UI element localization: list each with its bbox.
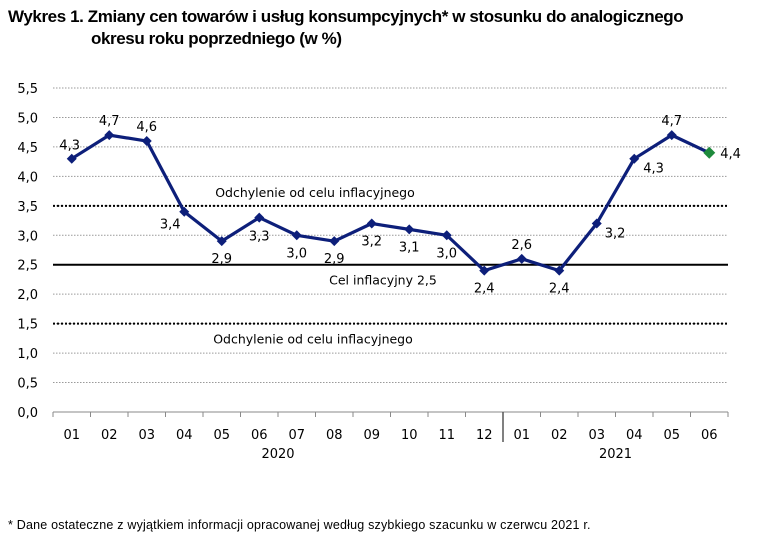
y-tick-label: 4,5 xyxy=(17,141,38,156)
y-tick-label: 3,0 xyxy=(17,229,38,244)
data-point xyxy=(216,236,227,247)
data-point xyxy=(404,224,415,235)
data-label: 2,9 xyxy=(324,252,345,267)
data-label: 3,3 xyxy=(249,230,270,245)
data-label: 2,4 xyxy=(474,282,495,297)
x-tick-label: 04 xyxy=(176,428,193,443)
y-axis: 0,0 0,5 1,0 1,5 2,0 2,5 3,0 3,5 4,0 4,5 5,0 5,5 xyxy=(17,82,38,421)
data-label: 4,6 xyxy=(136,120,157,135)
x-tick-label: 03 xyxy=(588,428,605,443)
x-tick-label: 06 xyxy=(701,428,718,443)
data-point xyxy=(366,218,377,229)
chart-title-line1: Wykres 1. Zmiany cen towarów i usług kon… xyxy=(8,7,684,26)
reference-lines: Cel inflacyjny 2,5 Odchylenie od celu inf… xyxy=(53,185,728,347)
x-tick-label: 08 xyxy=(326,428,343,443)
x-tick-label: 01 xyxy=(513,428,530,443)
data-point xyxy=(554,265,565,276)
x-tick-label: 01 xyxy=(63,428,80,443)
data-point xyxy=(479,265,490,276)
data-point xyxy=(104,130,115,141)
x-tick-label: 06 xyxy=(251,428,268,443)
data-label: 2,4 xyxy=(549,282,570,297)
year-label: 2021 xyxy=(599,447,632,462)
data-point-flash-estimate xyxy=(703,146,716,159)
data-point xyxy=(629,153,640,164)
data-label: 4,3 xyxy=(643,162,664,177)
y-tick-label: 0,5 xyxy=(17,377,38,392)
data-label: 3,0 xyxy=(436,246,457,261)
y-tick-label: 2,5 xyxy=(17,259,38,274)
year-label: 2020 xyxy=(261,447,294,462)
data-point xyxy=(591,218,602,229)
data-point xyxy=(666,130,677,141)
x-tick-label: 05 xyxy=(213,428,230,443)
x-axis: 01 02 03 04 05 06 07 08 09 10 11 12 01 02 03 04 05 06 2020… xyxy=(52,411,729,462)
y-tick-label: 1,0 xyxy=(17,347,38,362)
data-label: 2,9 xyxy=(211,252,232,267)
y-tick-label: 5,5 xyxy=(17,82,38,97)
y-tick-label: 5,0 xyxy=(17,111,38,126)
x-tick-label: 07 xyxy=(288,428,305,443)
series-line xyxy=(70,133,710,273)
x-tick-label: 09 xyxy=(363,428,380,443)
y-tick-label: 3,5 xyxy=(17,200,38,215)
data-label: 4,7 xyxy=(661,114,682,129)
data-point xyxy=(516,253,527,264)
data-labels: 4,3 4,7 4,6 3,4 2,9 3,3 3,0 2,9 3,2 3,1 3,0 2,4 2,6 2… xyxy=(59,114,741,296)
y-tick-label: 1,5 xyxy=(17,318,38,333)
data-label: 2,6 xyxy=(511,238,532,253)
chart-title-line2: okresu roku poprzedniego (w %) xyxy=(91,29,342,48)
data-label: 3,0 xyxy=(286,246,307,261)
data-point xyxy=(141,136,152,147)
reference-line-label: Cel inflacyjny 2,5 xyxy=(329,273,437,288)
reference-line-label: Odchylenie od celu inflacyjnego xyxy=(213,332,413,347)
data-label: 3,1 xyxy=(399,240,420,255)
data-point xyxy=(254,212,265,223)
y-tick-label: 0,0 xyxy=(17,406,38,421)
data-label: 3,2 xyxy=(605,226,626,241)
data-point xyxy=(291,230,302,241)
x-tick-label: 02 xyxy=(101,428,118,443)
x-tick-label: 12 xyxy=(476,428,493,443)
x-tick-label: 11 xyxy=(438,428,455,443)
data-label: 3,2 xyxy=(361,234,382,249)
footnote: * Dane ostateczne z wyjątkiem informacji… xyxy=(8,518,591,532)
data-point xyxy=(441,230,452,241)
x-tick-label: 10 xyxy=(401,428,418,443)
data-label: 4,3 xyxy=(59,139,80,154)
data-label: 3,4 xyxy=(160,218,181,233)
y-tick-label: 4,0 xyxy=(17,170,38,185)
x-tick-label: 05 xyxy=(663,428,680,443)
series-cpi xyxy=(66,130,716,276)
data-point xyxy=(66,153,77,164)
chart-title: Wykres 1. Zmiany cen towarów i usług kon… xyxy=(0,6,758,50)
data-label: 4,4 xyxy=(720,147,741,162)
y-tick-label: 2,0 xyxy=(17,288,38,303)
data-point xyxy=(329,236,340,247)
reference-line-label: Odchylenie od celu inflacyjnego xyxy=(215,185,415,200)
data-point xyxy=(179,206,190,217)
x-tick-label: 04 xyxy=(626,428,643,443)
data-label: 4,7 xyxy=(99,114,120,129)
x-tick-label: 03 xyxy=(138,428,155,443)
x-tick-label: 02 xyxy=(551,428,568,443)
